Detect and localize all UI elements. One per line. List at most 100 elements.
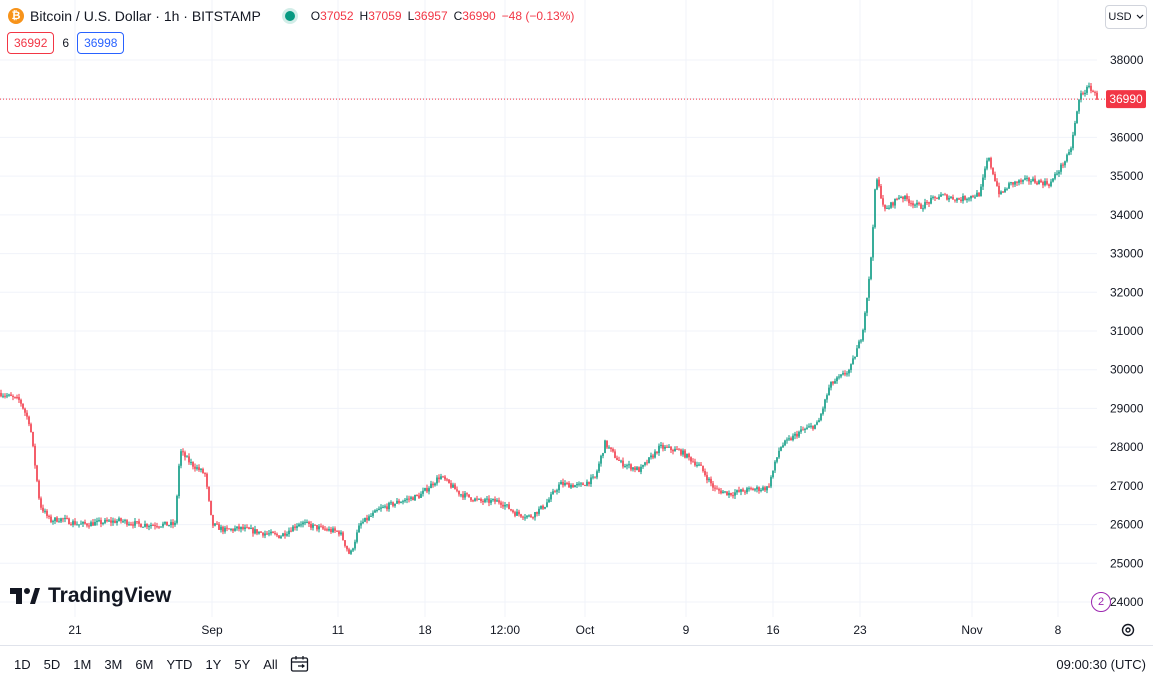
candle-body <box>862 330 864 341</box>
candle-body <box>1016 181 1018 183</box>
candle-body <box>960 199 962 202</box>
range-button[interactable]: 6M <box>135 657 154 672</box>
range-button[interactable]: 1D <box>14 657 31 672</box>
candle-body <box>1044 181 1046 186</box>
candle-body <box>494 499 496 502</box>
candle-body <box>308 521 310 525</box>
candle-body <box>876 179 878 190</box>
candle-body <box>30 424 32 432</box>
candle-body <box>1048 184 1050 187</box>
candle-body <box>622 460 624 467</box>
candle-body <box>628 464 630 466</box>
candle-body <box>254 529 256 534</box>
market-status-icon[interactable] <box>284 11 295 21</box>
candle-body <box>154 525 156 527</box>
candle-body <box>964 196 966 200</box>
range-button[interactable]: 1M <box>73 657 92 672</box>
candle-body <box>602 453 604 456</box>
candle-body <box>152 525 154 527</box>
candle-body <box>774 461 776 471</box>
candle-body <box>368 516 370 521</box>
candle-body <box>734 492 736 496</box>
candle-body <box>802 429 804 431</box>
buy-button[interactable]: 36998 <box>77 32 125 54</box>
tradingview-logo[interactable]: TradingView <box>10 584 171 608</box>
candle-body <box>1014 181 1016 185</box>
candle-body <box>548 499 550 503</box>
candle-body <box>52 521 54 523</box>
candle-body <box>338 531 340 535</box>
candle-body <box>396 500 398 504</box>
candle-body <box>116 521 118 523</box>
candle-body <box>992 167 994 175</box>
x-tick-label: 21 <box>68 623 82 637</box>
candle-body <box>302 522 304 525</box>
candle-body <box>694 461 696 466</box>
candle-body <box>316 525 318 530</box>
candle-body <box>522 516 524 518</box>
range-button[interactable]: 1Y <box>205 657 222 672</box>
candle-body <box>842 373 844 375</box>
range-button[interactable]: 3M <box>104 657 123 672</box>
candle-body <box>466 493 468 495</box>
range-button[interactable]: All <box>263 657 278 672</box>
range-button[interactable]: 5Y <box>234 657 251 672</box>
candle-body <box>750 488 752 490</box>
candle-body <box>242 526 244 530</box>
candle-body <box>938 196 940 199</box>
candle-body <box>62 518 64 520</box>
clock-readout[interactable]: 09:00:30 (UTC) <box>1056 657 1146 672</box>
event-marker-icon[interactable]: 2 <box>1091 592 1111 612</box>
range-button[interactable]: YTD <box>166 657 193 672</box>
candle-body <box>854 356 856 359</box>
candle-body <box>286 534 288 536</box>
candle-body <box>314 524 316 526</box>
candle-body <box>170 522 172 526</box>
symbol-title[interactable]: Bitcoin / U.S. Dollar · 1h · BITSTAMP <box>30 8 261 24</box>
candle-body <box>1094 91 1096 93</box>
candle-body <box>648 457 650 464</box>
candle-body <box>982 177 984 187</box>
candle-body <box>486 498 488 500</box>
candle-body <box>14 396 16 398</box>
candle-body <box>348 549 350 554</box>
candle-body <box>736 490 738 493</box>
candle-body <box>264 533 266 536</box>
candle-body <box>290 530 292 532</box>
calendar-icon[interactable] <box>290 655 310 678</box>
sell-button[interactable]: 36992 <box>7 32 55 54</box>
gear-icon[interactable] <box>1120 622 1136 642</box>
candle-body <box>488 498 490 503</box>
candle-body <box>148 526 150 528</box>
candle-body <box>388 502 390 510</box>
candle-body <box>424 488 426 491</box>
price-chart[interactable]: 24000 25000 26000 27000 28000 29000 30000 31000… <box>0 0 1153 645</box>
candle-body <box>248 527 250 529</box>
range-button[interactable]: 5D <box>43 657 61 672</box>
candle-body <box>996 181 998 186</box>
candle-body <box>364 517 366 522</box>
candle-body <box>376 510 378 512</box>
candle-body <box>594 476 596 478</box>
candle-body <box>76 524 78 526</box>
candle-body <box>652 455 654 458</box>
candle-body <box>916 202 918 205</box>
candle-body <box>4 395 6 397</box>
candle-body <box>910 203 912 205</box>
candle-body <box>82 521 84 524</box>
candle-body <box>606 440 608 448</box>
candle-body <box>878 179 880 187</box>
candle-body <box>232 528 234 531</box>
candle-body <box>516 511 518 516</box>
candle-body <box>332 528 334 532</box>
candle-body <box>306 521 308 523</box>
candle-body <box>798 431 800 437</box>
candle-body <box>66 517 68 519</box>
currency-selector[interactable]: USD <box>1105 5 1147 29</box>
y-tick-label: 35000 <box>1110 169 1144 183</box>
candle-body <box>568 483 570 488</box>
candle-body <box>502 504 504 507</box>
x-tick-label: 8 <box>1055 623 1062 637</box>
candle-body <box>474 498 476 501</box>
candle-body <box>162 523 164 527</box>
